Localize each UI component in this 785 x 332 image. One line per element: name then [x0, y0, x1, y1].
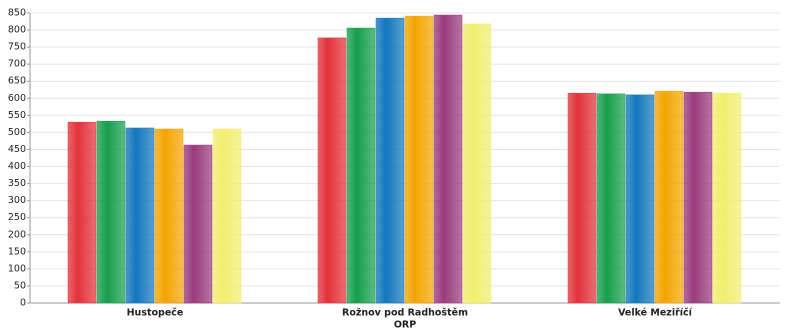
- y-tick-label: 0: [20, 298, 26, 309]
- bar: [183, 144, 213, 304]
- y-tick-label: 400: [8, 161, 26, 172]
- y-tick-label: 600: [8, 93, 26, 104]
- y-tick-label: 200: [8, 229, 26, 240]
- y-tick-label: 800: [8, 25, 26, 36]
- bar: [654, 90, 684, 304]
- y-tick-label: 700: [8, 59, 26, 70]
- bar: [346, 27, 376, 304]
- y-tick-label: 150: [8, 246, 26, 257]
- bar: [596, 93, 626, 304]
- y-tick-label: 450: [8, 144, 26, 155]
- bar: [567, 92, 597, 304]
- y-tick-label: 750: [8, 42, 26, 53]
- y-tick-label: 250: [8, 212, 26, 223]
- x-axis-label: ORP: [394, 320, 416, 331]
- y-tick-label: 50: [14, 280, 26, 291]
- bar: [625, 94, 655, 304]
- bar: [154, 128, 184, 304]
- x-tick-label: Velké Meziříčí: [618, 308, 693, 319]
- y-tick-label: 500: [8, 127, 26, 138]
- x-tick-label: Hustopeče: [127, 308, 184, 319]
- bar: [404, 15, 434, 304]
- bar: [67, 121, 97, 304]
- y-tick-label: 350: [8, 178, 26, 189]
- y-tick-label: 100: [8, 263, 26, 274]
- bar: [683, 91, 713, 304]
- y-tick-label: 550: [8, 110, 26, 121]
- y-tick-label: 650: [8, 76, 26, 87]
- bar: [375, 17, 405, 304]
- bar: [212, 128, 242, 304]
- bar: [712, 92, 742, 304]
- bar: [96, 120, 126, 304]
- y-tick-label: 850: [8, 8, 26, 19]
- bar: [433, 14, 463, 304]
- bar: [462, 23, 492, 304]
- bar: [317, 37, 347, 304]
- bar: [125, 127, 155, 304]
- y-tick-label: 300: [8, 195, 26, 206]
- x-tick-label: Rožnov pod Radhoštěm: [342, 308, 468, 319]
